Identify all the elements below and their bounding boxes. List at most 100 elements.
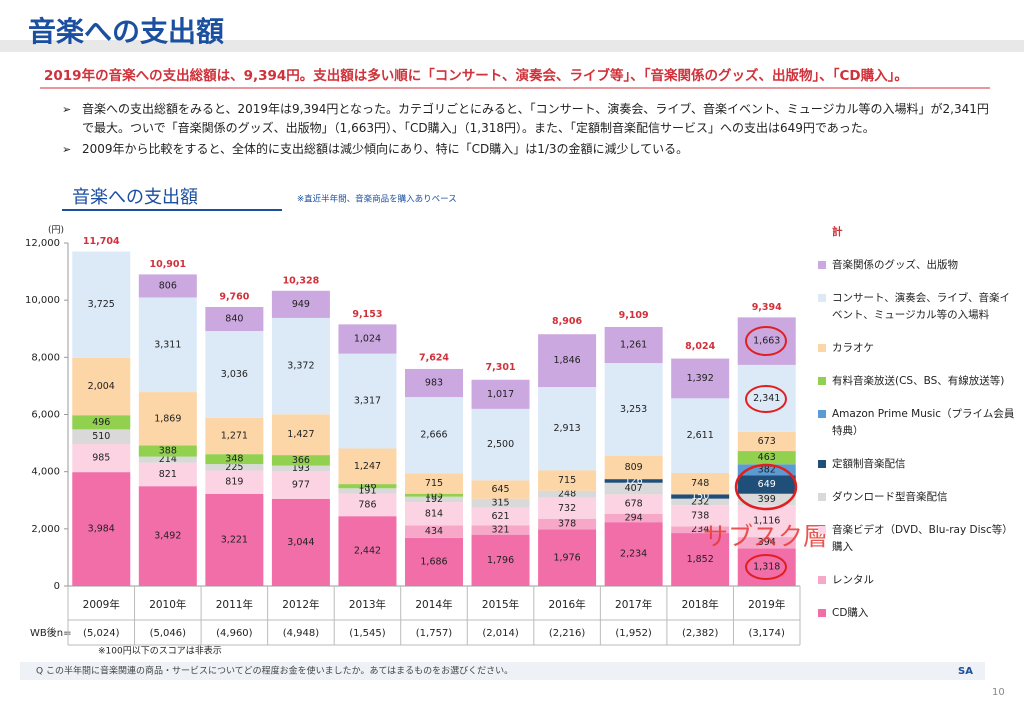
bar-segment <box>205 493 264 586</box>
bar-segment <box>604 513 663 523</box>
bar-segment <box>538 518 597 530</box>
bar-segment <box>671 498 730 506</box>
value-label: 2,341 <box>753 393 780 404</box>
sample-size: (2,382) <box>682 628 719 639</box>
bar-segment <box>338 516 397 586</box>
value-label: 786 <box>358 499 376 510</box>
footer-question: Q この半年間に音楽関連の商品・サービスについてどの程度お金を使いましたか。あて… <box>36 665 513 677</box>
value-label: 1,869 <box>154 413 181 424</box>
value-label: 840 <box>225 314 243 325</box>
bullets: 音楽への支出総額をみると、2019年は9,394円となった。カテゴリごとにみると… <box>62 100 992 161</box>
answer-type: SA <box>958 666 973 677</box>
x-tick-label: 2019年 <box>748 598 785 611</box>
value-label: 3,984 <box>88 524 115 535</box>
legend-label: コンサート、演奏会、ライブ、音楽イベント、ミュージカル等の入場料 <box>832 292 1010 321</box>
legend-item: レンタル <box>818 572 1018 589</box>
bar-segment <box>271 414 330 456</box>
value-label: 150 <box>691 491 709 502</box>
value-label: 191 <box>358 486 376 497</box>
bar-segment <box>737 493 796 506</box>
value-label: 234 <box>691 524 709 535</box>
value-label: 673 <box>758 436 776 447</box>
bar-segment <box>471 525 530 535</box>
bar-segment <box>471 498 530 508</box>
y-tick-label: 6,000 <box>31 410 60 421</box>
bar-segment <box>737 464 796 476</box>
value-label: 463 <box>758 452 776 463</box>
bar-segment <box>604 482 663 495</box>
sample-size: (1,757) <box>416 628 453 639</box>
legend-swatch <box>818 609 826 617</box>
value-label: 321 <box>491 525 509 536</box>
legend: 計音楽関係のグッズ、出版物コンサート、演奏会、ライブ、音楽イベント、ミュージカル… <box>818 224 1018 638</box>
legend-item: コンサート、演奏会、ライブ、音楽イベント、ミュージカル等の入場料 <box>818 290 1018 324</box>
bar-segment <box>471 507 530 526</box>
title-band <box>0 40 1024 52</box>
legend-item: 定額制音楽配信 <box>818 456 1018 473</box>
value-label: 378 <box>558 519 576 530</box>
value-label: 232 <box>691 496 709 507</box>
bar-segment <box>471 534 530 586</box>
value-label: 193 <box>292 463 310 474</box>
sample-size: (1,545) <box>349 628 386 639</box>
value-label: 1,686 <box>420 556 447 567</box>
bar-segment <box>671 494 730 499</box>
y-tick-label: 2,000 <box>31 524 60 535</box>
value-label: 1,392 <box>687 373 714 384</box>
value-label: 3,372 <box>287 361 314 372</box>
legend-label: 計 <box>832 226 843 238</box>
value-label: 225 <box>225 462 243 473</box>
value-label: 1,271 <box>221 430 248 441</box>
bar-segment <box>671 472 730 495</box>
legend-swatch <box>818 526 826 534</box>
y-tick-label: 0 <box>54 581 60 592</box>
bar-segment <box>271 498 330 586</box>
legend-swatch <box>818 410 826 418</box>
bar-segment <box>538 490 597 498</box>
value-label: 748 <box>691 478 709 489</box>
x-tick-label: 2018年 <box>682 598 719 611</box>
value-label: 2,611 <box>687 430 714 441</box>
bar-segment <box>338 493 397 517</box>
bullet: 2009年から比較をすると、全体的に支出総額は減少傾向にあり、特に「CD購入」は… <box>62 140 992 159</box>
legend-label: 音楽ビデオ（DVD、Blu-ray Disc等）購入 <box>832 524 1013 553</box>
legend-item: CD購入 <box>818 605 1018 622</box>
value-label: 496 <box>92 417 110 428</box>
bar-segment <box>72 251 131 358</box>
legend-swatch <box>818 377 826 385</box>
bar-segment <box>205 454 264 465</box>
value-label: 382 <box>758 464 776 475</box>
bar-segment <box>72 443 131 473</box>
bar-segment <box>138 486 197 586</box>
y-tick-label: 10,000 <box>25 295 60 306</box>
value-label: 806 <box>159 280 177 291</box>
x-tick-label: 2010年 <box>149 598 186 611</box>
bar-segment <box>538 334 597 388</box>
legend-item: 音楽関係のグッズ、出版物 <box>818 257 1018 274</box>
bar-segment <box>604 363 663 457</box>
total-label: 10,328 <box>283 275 320 286</box>
legend-label: 有料音楽放送(CS、BS、有線放送等) <box>832 375 1005 387</box>
sample-size: (5,046) <box>150 628 187 639</box>
marks: 0 2,000 4,000 6,000 8,000 10,000 12,000 2009年 (5… <box>25 236 801 646</box>
value-label: 649 <box>758 479 776 490</box>
value-label: 388 <box>159 446 177 457</box>
slide-title: 音楽への支出額 <box>28 15 225 48</box>
x-tick-label: 2016年 <box>548 598 585 611</box>
value-label: 821 <box>159 469 177 480</box>
bar-segment <box>671 398 730 473</box>
bar-segment <box>72 415 131 430</box>
bar-segment <box>138 445 197 457</box>
value-label: 294 <box>625 512 643 523</box>
value-label: 1,247 <box>354 461 381 472</box>
total-label: 10,901 <box>149 259 186 270</box>
value-label: 3,311 <box>154 339 181 350</box>
value-label: 434 <box>425 526 443 537</box>
bar-segment <box>405 368 463 398</box>
value-label: 621 <box>491 511 509 522</box>
value-label: 738 <box>691 510 709 521</box>
bar-segment <box>271 465 330 472</box>
value-label: 366 <box>292 455 310 466</box>
legend-label: ダウンロード型音楽配信 <box>832 491 948 503</box>
